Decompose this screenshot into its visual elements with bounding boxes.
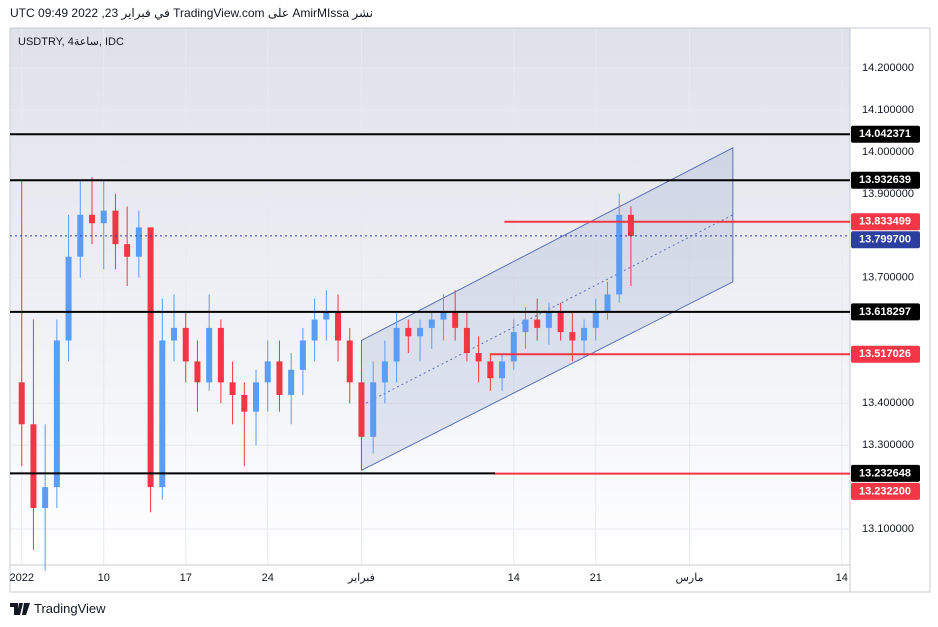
candle-body <box>417 327 424 337</box>
candle-body <box>557 311 564 333</box>
candle-body <box>311 319 318 341</box>
candle-body <box>499 361 506 379</box>
candle-body <box>452 311 459 328</box>
x-tick-label: 10 <box>98 572 110 584</box>
candle-body <box>299 340 306 370</box>
candle-body <box>522 319 529 333</box>
candle-body <box>627 214 634 236</box>
footer: TradingView <box>10 601 106 616</box>
y-tick-label: 13.700000 <box>862 272 914 284</box>
price-badge <box>851 303 920 321</box>
candle-body <box>581 327 588 341</box>
y-tick-label: 14.200000 <box>862 62 914 74</box>
candle-body <box>276 361 283 395</box>
price-badge-label: 13.618297 <box>859 306 911 318</box>
candle-body <box>171 327 178 341</box>
candle-body <box>100 210 107 224</box>
candle-body <box>159 340 166 488</box>
candle-body <box>194 361 201 383</box>
price-badge <box>851 464 920 482</box>
candle-body <box>42 487 49 509</box>
x-tick-label: 21 <box>590 572 602 584</box>
x-tick-label: 14 <box>508 572 520 584</box>
candle-body <box>229 382 236 395</box>
y-tick-label: 13.900000 <box>862 188 914 200</box>
candle-body <box>112 210 119 245</box>
candle-body <box>217 327 224 383</box>
y-tick-label: 14.100000 <box>862 104 914 116</box>
candle-body <box>604 294 611 312</box>
candle-body <box>206 327 213 383</box>
candle-body <box>18 382 25 425</box>
price-badge-label: 13.517026 <box>859 348 911 360</box>
plot-area <box>9 27 851 566</box>
candle-body <box>253 382 260 412</box>
price-badge <box>851 482 920 500</box>
candle-body <box>53 340 60 488</box>
y-tick-label: 13.100000 <box>862 523 914 535</box>
time-axis <box>9 564 851 593</box>
candle-body <box>30 424 37 509</box>
candle-body <box>569 332 576 341</box>
candle-body <box>440 311 447 320</box>
candle-body <box>135 227 142 257</box>
candle-body <box>65 256 72 341</box>
candle-body <box>592 311 599 328</box>
candle-body <box>370 382 377 437</box>
price-badge-label: 14.042371 <box>859 128 911 140</box>
candle-body <box>534 319 541 328</box>
y-tick-label: 14.000000 <box>862 146 914 158</box>
price-badge-label: 13.232200 <box>859 485 911 497</box>
x-tick-label: مارس <box>676 572 704 584</box>
candle-body <box>393 327 400 362</box>
symbol-label: USDTRY, 4ساعة, IDC <box>18 36 124 48</box>
price-badge <box>851 125 920 143</box>
x-tick-label: فبراير <box>347 572 375 584</box>
candle-body <box>475 353 482 362</box>
candle-body <box>124 244 131 257</box>
candle-body <box>241 394 248 412</box>
candle-body <box>428 319 435 328</box>
brand: TradingView <box>34 601 106 616</box>
candle-body <box>358 382 365 437</box>
y-tick-label: 13.300000 <box>862 439 914 451</box>
candle-body <box>335 311 342 341</box>
publish-info: نشر AmirMIssa على TradingView.com في فبر… <box>10 6 374 20</box>
candle-body <box>463 327 470 354</box>
x-tick-label: 14 <box>836 572 848 584</box>
candle-body <box>89 214 96 224</box>
price-badge-label: 13.799700 <box>859 234 911 246</box>
price-badge <box>851 171 920 189</box>
candle-body <box>264 361 271 383</box>
candle-body <box>346 340 353 383</box>
price-badge-label: 13.833499 <box>859 216 911 228</box>
x-tick-label: 24 <box>262 572 274 584</box>
price-badge <box>851 231 920 249</box>
price-badge <box>851 345 920 363</box>
price-badge <box>851 213 920 231</box>
candle-body <box>381 361 388 383</box>
candle-body <box>545 311 552 328</box>
candle-body <box>288 369 295 395</box>
price-badge-label: 13.932639 <box>859 174 911 186</box>
candle-body <box>147 227 154 488</box>
candle-body <box>616 214 623 295</box>
candle-body <box>487 361 494 379</box>
candle-body <box>323 311 330 320</box>
candle-body <box>405 327 412 337</box>
x-tick-label: 2022 <box>9 572 33 584</box>
price-badge-label: 13.232648 <box>859 467 911 479</box>
y-tick-label: 13.400000 <box>862 397 914 409</box>
candle-body <box>182 327 189 362</box>
candle-body <box>510 332 517 362</box>
logo <box>10 602 30 615</box>
x-tick-label: 17 <box>180 572 192 584</box>
